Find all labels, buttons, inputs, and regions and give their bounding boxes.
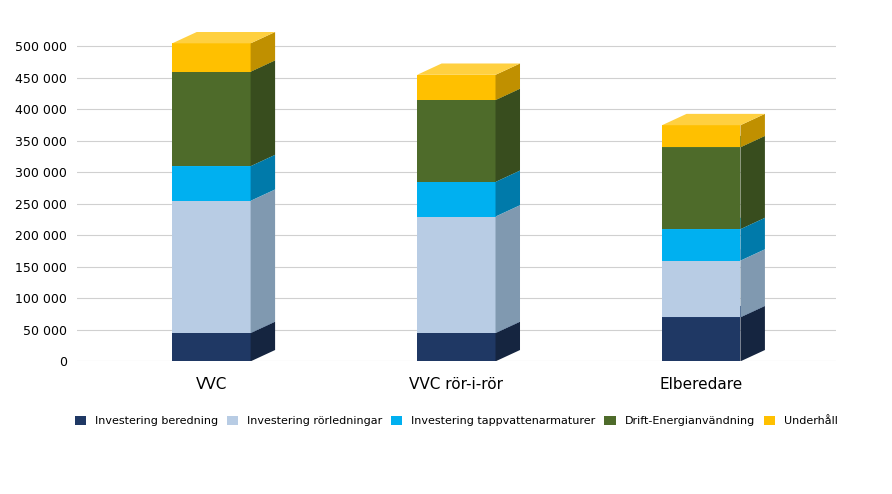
Polygon shape	[496, 205, 520, 333]
Polygon shape	[172, 72, 251, 166]
Polygon shape	[172, 333, 251, 361]
Polygon shape	[740, 114, 765, 147]
Polygon shape	[662, 229, 740, 261]
Polygon shape	[172, 60, 275, 72]
Polygon shape	[251, 60, 275, 166]
Polygon shape	[417, 205, 520, 216]
Polygon shape	[740, 136, 765, 229]
Polygon shape	[417, 75, 496, 100]
Polygon shape	[251, 155, 275, 201]
Polygon shape	[172, 155, 275, 166]
Polygon shape	[496, 64, 520, 100]
Polygon shape	[740, 306, 765, 361]
Polygon shape	[662, 249, 765, 261]
Polygon shape	[172, 201, 251, 333]
Polygon shape	[662, 261, 740, 317]
Polygon shape	[417, 170, 520, 182]
Polygon shape	[662, 306, 765, 317]
Polygon shape	[251, 322, 275, 361]
Polygon shape	[417, 89, 520, 100]
Polygon shape	[172, 43, 251, 72]
Polygon shape	[251, 32, 275, 72]
Polygon shape	[417, 100, 496, 182]
Polygon shape	[496, 322, 520, 361]
Polygon shape	[417, 322, 520, 333]
Polygon shape	[172, 166, 251, 201]
Polygon shape	[172, 32, 275, 43]
Polygon shape	[496, 170, 520, 216]
Polygon shape	[172, 322, 275, 333]
Polygon shape	[740, 218, 765, 261]
Polygon shape	[662, 218, 765, 229]
Polygon shape	[172, 189, 275, 201]
Polygon shape	[417, 216, 496, 333]
Polygon shape	[662, 147, 740, 229]
Polygon shape	[662, 125, 740, 147]
Polygon shape	[251, 189, 275, 333]
Polygon shape	[417, 182, 496, 216]
Polygon shape	[662, 136, 765, 147]
Polygon shape	[417, 64, 520, 75]
Polygon shape	[740, 249, 765, 317]
Legend: Investering beredning, Investering rörledningar, Investering tappvattenarmaturer: Investering beredning, Investering rörle…	[70, 411, 843, 432]
Polygon shape	[417, 333, 496, 361]
Polygon shape	[496, 89, 520, 182]
Polygon shape	[662, 114, 765, 125]
Polygon shape	[662, 317, 740, 361]
